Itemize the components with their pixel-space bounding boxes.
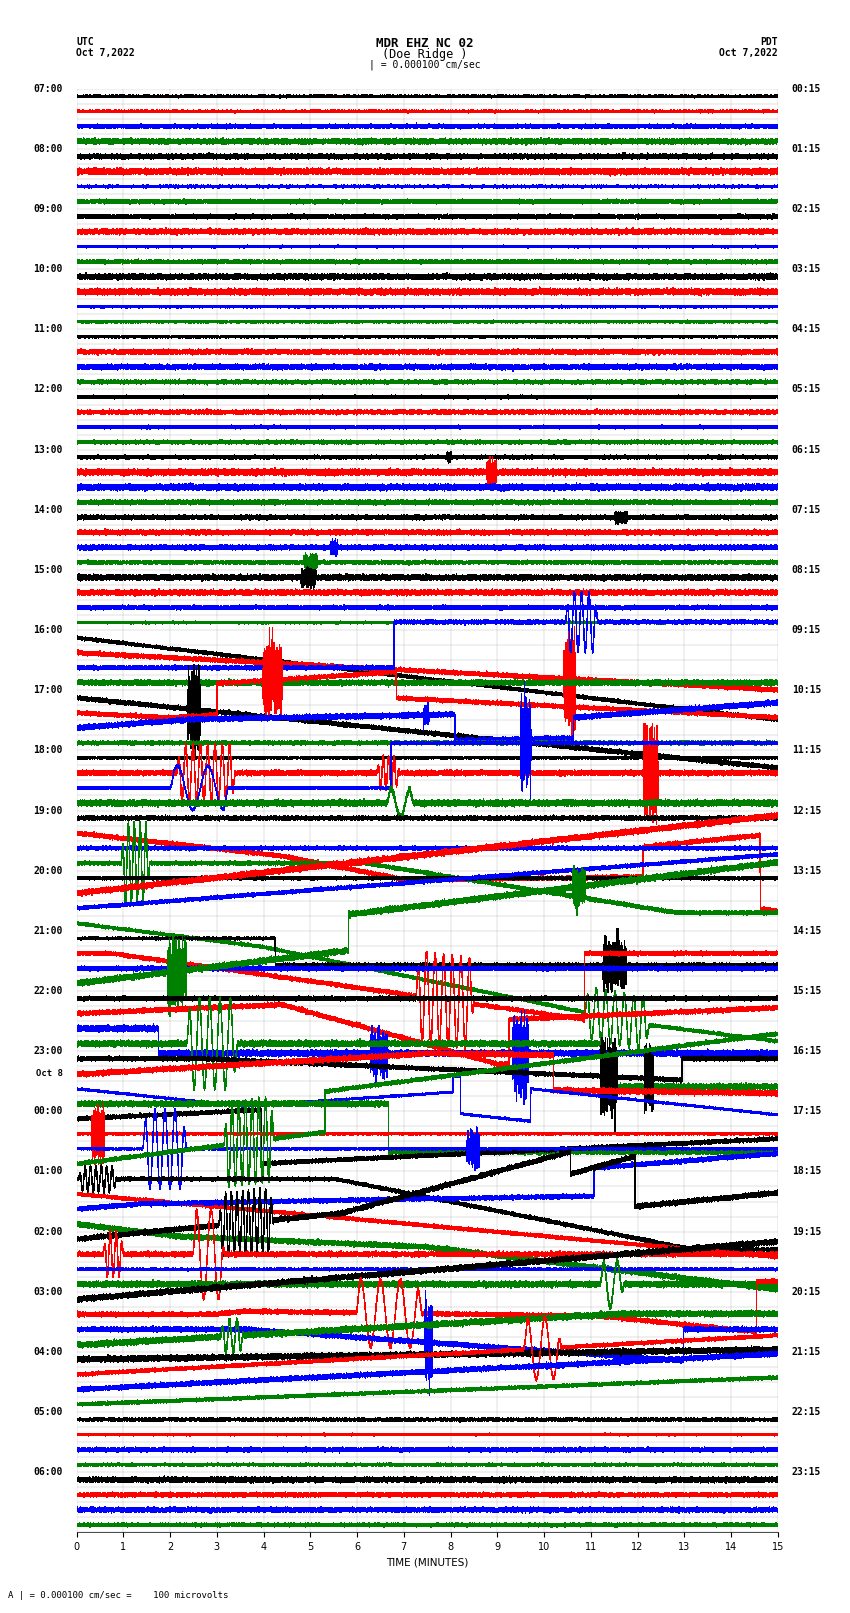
Text: PDT: PDT <box>760 37 778 47</box>
Text: 00:15: 00:15 <box>791 84 821 94</box>
Text: 16:00: 16:00 <box>33 626 63 636</box>
Text: 15:00: 15:00 <box>33 565 63 574</box>
Text: 23:00: 23:00 <box>33 1047 63 1057</box>
Text: A | = 0.000100 cm/sec =    100 microvolts: A | = 0.000100 cm/sec = 100 microvolts <box>8 1590 229 1600</box>
Text: 14:00: 14:00 <box>33 505 63 515</box>
Text: 19:15: 19:15 <box>791 1226 821 1237</box>
Text: 13:00: 13:00 <box>33 445 63 455</box>
Text: Oct 8: Oct 8 <box>36 1069 63 1077</box>
Text: 09:00: 09:00 <box>33 203 63 215</box>
Text: 08:15: 08:15 <box>791 565 821 574</box>
Text: 00:00: 00:00 <box>33 1107 63 1116</box>
Text: (Doe Ridge ): (Doe Ridge ) <box>382 48 468 61</box>
Text: 09:15: 09:15 <box>791 626 821 636</box>
Text: 07:15: 07:15 <box>791 505 821 515</box>
Text: 04:00: 04:00 <box>33 1347 63 1357</box>
Text: 14:15: 14:15 <box>791 926 821 936</box>
Text: 12:15: 12:15 <box>791 805 821 816</box>
Text: 18:00: 18:00 <box>33 745 63 755</box>
Text: 21:00: 21:00 <box>33 926 63 936</box>
Text: 07:00: 07:00 <box>33 84 63 94</box>
Text: 03:00: 03:00 <box>33 1287 63 1297</box>
Text: 13:15: 13:15 <box>791 866 821 876</box>
Text: 01:15: 01:15 <box>791 144 821 153</box>
Text: 17:00: 17:00 <box>33 686 63 695</box>
Text: Oct 7,2022: Oct 7,2022 <box>719 48 778 58</box>
Text: Oct 7,2022: Oct 7,2022 <box>76 48 135 58</box>
Text: 04:15: 04:15 <box>791 324 821 334</box>
Text: 22:15: 22:15 <box>791 1407 821 1418</box>
Text: UTC: UTC <box>76 37 94 47</box>
Text: 10:00: 10:00 <box>33 265 63 274</box>
Text: 18:15: 18:15 <box>791 1166 821 1176</box>
Text: 21:15: 21:15 <box>791 1347 821 1357</box>
Text: 02:00: 02:00 <box>33 1226 63 1237</box>
Text: 22:00: 22:00 <box>33 986 63 995</box>
Text: 19:00: 19:00 <box>33 805 63 816</box>
Text: 20:00: 20:00 <box>33 866 63 876</box>
Text: 11:00: 11:00 <box>33 324 63 334</box>
Text: 05:00: 05:00 <box>33 1407 63 1418</box>
Text: 12:00: 12:00 <box>33 384 63 395</box>
Text: 01:00: 01:00 <box>33 1166 63 1176</box>
Text: 17:15: 17:15 <box>791 1107 821 1116</box>
Text: | = 0.000100 cm/sec: | = 0.000100 cm/sec <box>369 60 481 71</box>
Text: 20:15: 20:15 <box>791 1287 821 1297</box>
Text: 06:15: 06:15 <box>791 445 821 455</box>
Text: 08:00: 08:00 <box>33 144 63 153</box>
Text: 03:15: 03:15 <box>791 265 821 274</box>
Text: 11:15: 11:15 <box>791 745 821 755</box>
Text: 06:00: 06:00 <box>33 1468 63 1478</box>
Text: 02:15: 02:15 <box>791 203 821 215</box>
Text: 10:15: 10:15 <box>791 686 821 695</box>
Text: 16:15: 16:15 <box>791 1047 821 1057</box>
Text: 15:15: 15:15 <box>791 986 821 995</box>
Text: 05:15: 05:15 <box>791 384 821 395</box>
X-axis label: TIME (MINUTES): TIME (MINUTES) <box>386 1558 468 1568</box>
Text: 23:15: 23:15 <box>791 1468 821 1478</box>
Text: MDR EHZ NC 02: MDR EHZ NC 02 <box>377 37 473 50</box>
